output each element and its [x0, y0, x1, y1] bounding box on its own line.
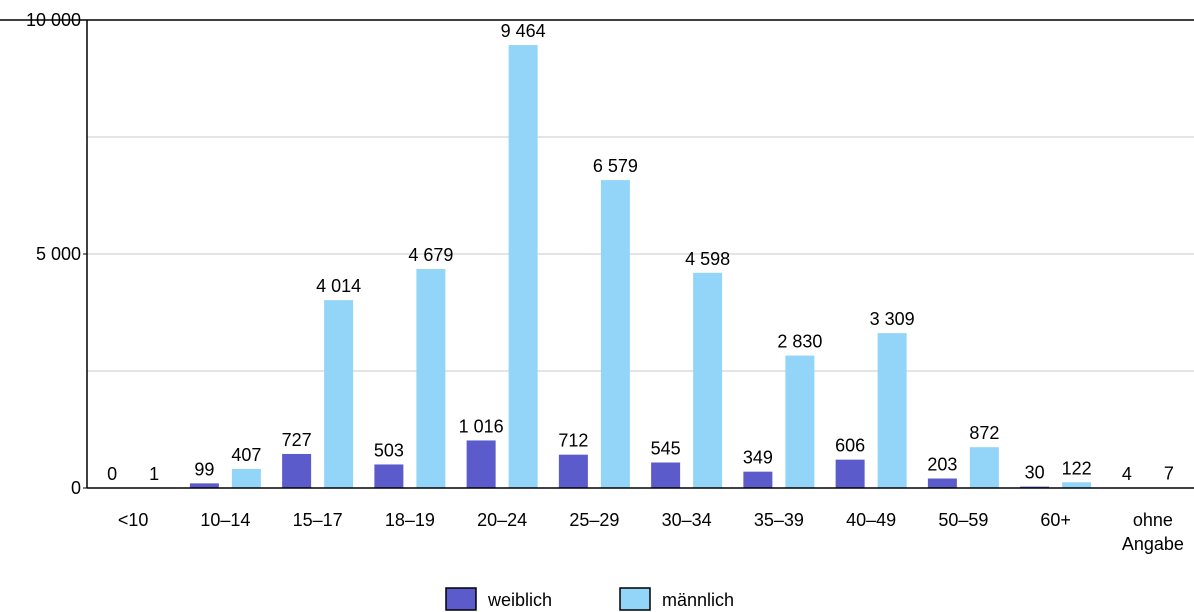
bar: [835, 459, 865, 488]
value-label: 0: [107, 464, 117, 484]
bar: [508, 45, 538, 488]
value-label: 7: [1164, 464, 1174, 484]
bar: [877, 333, 907, 488]
value-label: 9 464: [501, 21, 546, 41]
bar: [600, 180, 630, 489]
bar: [324, 300, 354, 488]
x-tick-label: 35–39: [753, 510, 804, 530]
x-tick-label: 30–34: [661, 510, 712, 530]
value-label: 4 014: [316, 276, 361, 296]
value-label: 545: [651, 438, 681, 458]
bar: [374, 464, 404, 488]
bar: [693, 272, 723, 488]
y-tick-label: 0: [71, 478, 81, 498]
x-tick-label: 20–24: [477, 510, 528, 530]
x-tick-label: 10–14: [200, 510, 251, 530]
bar: [558, 454, 588, 488]
x-tick-label: 25–29: [569, 510, 620, 530]
x-tick-label: 18–19: [384, 510, 435, 530]
y-tick-label: 5 000: [36, 244, 81, 264]
value-label: 2 830: [777, 332, 822, 352]
bar: [189, 483, 219, 488]
bar: [651, 462, 681, 488]
value-label: 4 679: [408, 245, 453, 265]
value-label: 203: [927, 454, 957, 474]
legend-label: weiblich: [487, 590, 552, 610]
value-label: 3 309: [870, 309, 915, 329]
bar: [927, 478, 957, 488]
bar: [282, 453, 312, 488]
value-label: 349: [743, 448, 773, 468]
bar: [785, 355, 815, 488]
value-label: 606: [835, 436, 865, 456]
x-tick-label: 50–59: [938, 510, 989, 530]
value-label: 6 579: [593, 156, 638, 176]
value-label: 1: [149, 464, 159, 484]
bar: [969, 447, 999, 488]
value-label: 4: [1122, 464, 1132, 484]
legend-label: männlich: [662, 590, 734, 610]
value-label: 99: [194, 459, 214, 479]
legend-swatch: [619, 587, 651, 611]
legend-swatch: [445, 587, 477, 611]
bar: [1062, 482, 1092, 488]
value-label: 727: [282, 430, 312, 450]
bar: [466, 440, 496, 488]
value-label: 407: [231, 445, 261, 465]
bar: [416, 269, 446, 488]
value-label: 503: [374, 440, 404, 460]
x-tick-label: 15–17: [292, 510, 343, 530]
value-label: 712: [558, 431, 588, 451]
x-tick-label: ohne Angabe: [1121, 510, 1184, 554]
bar: [231, 468, 261, 488]
value-label: 30: [1025, 463, 1045, 483]
x-tick-label: 40–49: [846, 510, 897, 530]
value-label: 872: [969, 423, 999, 443]
value-label: 1 016: [459, 416, 504, 436]
x-tick-label: <10: [117, 510, 149, 530]
bar: [743, 471, 773, 488]
x-tick-label: 60+: [1040, 510, 1071, 530]
value-label: 122: [1062, 458, 1092, 478]
value-label: 4 598: [685, 249, 730, 269]
